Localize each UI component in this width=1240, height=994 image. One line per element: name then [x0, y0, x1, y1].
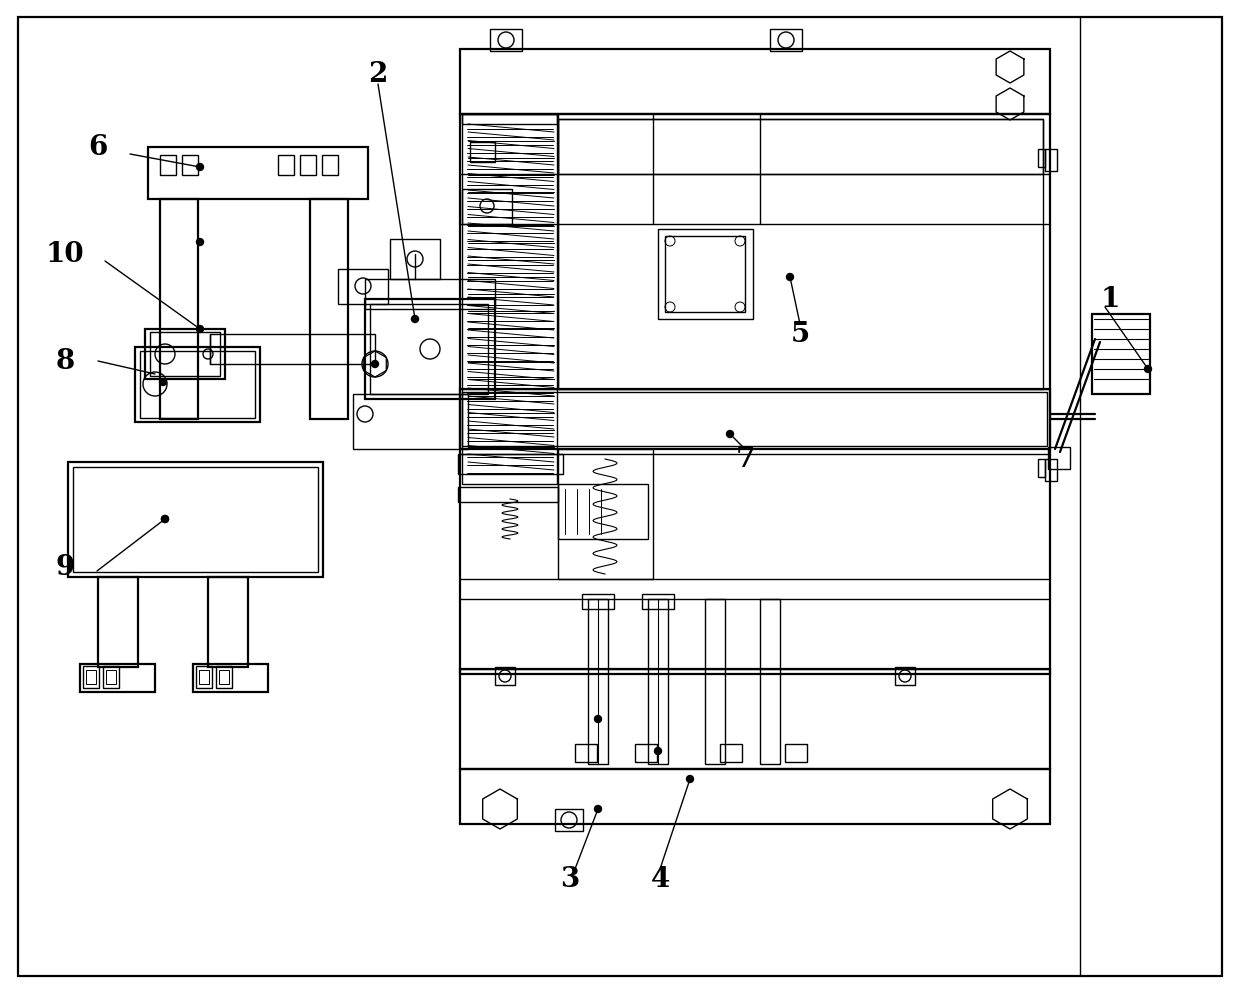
Bar: [458, 487, 558, 503]
Bar: [458, 454, 563, 474]
Circle shape: [372, 361, 378, 368]
Bar: [216, 666, 232, 688]
Bar: [145, 330, 224, 380]
Bar: [635, 745, 657, 762]
Bar: [495, 667, 515, 685]
Circle shape: [786, 274, 794, 281]
Text: 10: 10: [46, 242, 84, 268]
Bar: [665, 237, 745, 313]
Circle shape: [655, 747, 661, 754]
Bar: [588, 599, 608, 764]
Text: 9: 9: [56, 554, 74, 580]
Bar: [81, 664, 155, 692]
Bar: [460, 769, 1050, 824]
Bar: [182, 156, 198, 176]
Circle shape: [196, 164, 203, 171]
Bar: [556, 809, 583, 831]
Bar: [219, 670, 229, 684]
Text: 1: 1: [1100, 286, 1120, 313]
Bar: [460, 115, 1050, 674]
Bar: [1038, 459, 1045, 477]
Bar: [300, 156, 316, 176]
Bar: [310, 200, 348, 419]
Text: 4: 4: [650, 866, 670, 893]
Bar: [98, 578, 138, 667]
Text: 2: 2: [368, 62, 388, 88]
Bar: [353, 395, 467, 449]
Bar: [470, 143, 495, 163]
Bar: [490, 30, 522, 52]
Bar: [558, 484, 649, 540]
Bar: [365, 279, 495, 310]
Bar: [160, 156, 176, 176]
Circle shape: [161, 516, 169, 523]
Bar: [370, 305, 489, 395]
Bar: [1048, 447, 1070, 469]
Text: 8: 8: [56, 348, 74, 375]
Bar: [1038, 150, 1045, 168]
Bar: [720, 745, 742, 762]
Bar: [198, 670, 210, 684]
Bar: [460, 390, 1050, 449]
Bar: [68, 462, 322, 578]
Bar: [391, 240, 440, 279]
Circle shape: [1145, 366, 1152, 373]
Bar: [193, 664, 268, 692]
Bar: [83, 666, 99, 688]
Bar: [463, 115, 557, 484]
Bar: [339, 269, 388, 305]
Bar: [278, 156, 294, 176]
Circle shape: [161, 516, 169, 523]
Bar: [73, 467, 317, 573]
Bar: [558, 120, 1043, 390]
Bar: [105, 670, 117, 684]
Bar: [770, 30, 802, 52]
Bar: [760, 599, 780, 764]
Bar: [148, 148, 368, 200]
Bar: [208, 578, 248, 667]
Bar: [1045, 150, 1056, 172]
Text: 7: 7: [735, 446, 755, 473]
Text: 3: 3: [560, 866, 579, 893]
Circle shape: [412, 316, 419, 323]
Bar: [658, 230, 753, 320]
Bar: [103, 666, 119, 688]
Bar: [463, 190, 512, 225]
Circle shape: [196, 326, 203, 333]
Bar: [575, 745, 596, 762]
Bar: [460, 50, 1050, 115]
Bar: [86, 670, 95, 684]
Text: 6: 6: [88, 134, 108, 161]
Circle shape: [727, 431, 734, 438]
Bar: [463, 393, 1047, 446]
Bar: [150, 333, 219, 377]
Circle shape: [594, 716, 601, 723]
Circle shape: [594, 806, 601, 813]
Bar: [463, 115, 557, 125]
Bar: [460, 669, 1050, 769]
Circle shape: [687, 775, 693, 782]
Bar: [706, 599, 725, 764]
Bar: [895, 667, 915, 685]
Bar: [558, 120, 1043, 175]
Bar: [558, 449, 653, 580]
Circle shape: [160, 379, 166, 386]
Bar: [1045, 459, 1056, 481]
Bar: [642, 594, 675, 609]
Bar: [196, 666, 212, 688]
Bar: [160, 200, 198, 419]
Bar: [785, 745, 807, 762]
Bar: [210, 335, 374, 365]
Bar: [135, 348, 260, 422]
Bar: [582, 594, 614, 609]
Bar: [140, 352, 255, 418]
Bar: [1092, 315, 1149, 395]
Bar: [649, 599, 668, 764]
Bar: [322, 156, 339, 176]
Circle shape: [196, 240, 203, 247]
Bar: [365, 300, 495, 400]
Text: 5: 5: [790, 321, 810, 348]
